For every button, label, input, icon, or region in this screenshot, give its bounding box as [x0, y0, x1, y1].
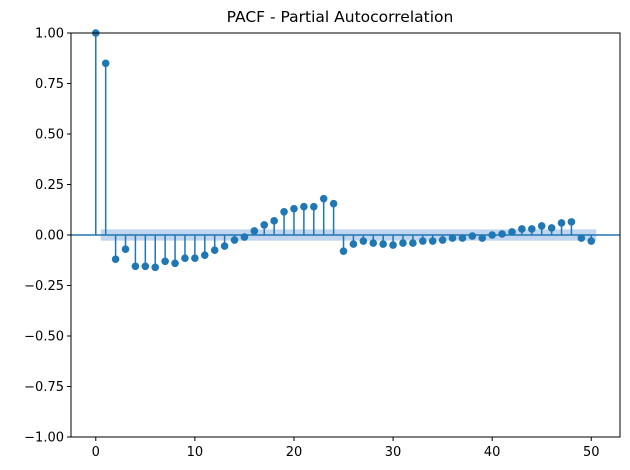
stem-marker: [250, 227, 259, 235]
stem-marker: [230, 236, 239, 244]
stem-marker: [101, 59, 110, 68]
stem-marker: [329, 199, 338, 208]
x-tick-label: 40: [484, 445, 501, 460]
stem-marker: [191, 254, 199, 263]
y-tick-label: 0.75: [35, 77, 64, 92]
stem-marker: [319, 194, 328, 203]
stem-marker: [409, 239, 417, 247]
x-axis: 0 10 20 30 40 50: [92, 437, 600, 460]
stem-marker: [537, 222, 546, 230]
stem-marker: [557, 219, 566, 227]
stem-marker: [458, 234, 467, 242]
stem-marker: [438, 236, 447, 244]
stem-marker: [448, 234, 457, 242]
y-axis: −1.00 −0.75 −0.50 −0.25 0.00 0.25 0.50 0.75 1.00: [24, 27, 71, 446]
y-tick-label: −0.50: [24, 330, 64, 345]
stem-marker: [151, 263, 160, 272]
stem-marker: [478, 234, 487, 242]
x-tick-label: 30: [385, 445, 402, 460]
y-tick-label: −1.00: [24, 431, 64, 446]
stem-marker: [121, 245, 130, 253]
stem-marker: [290, 204, 298, 213]
x-tick-label: 20: [286, 445, 303, 460]
stem-marker: [131, 262, 140, 271]
stem-marker: [468, 232, 477, 240]
x-tick-label: 50: [583, 445, 600, 460]
y-tick-label: 0.25: [35, 178, 64, 193]
stem-marker: [587, 237, 596, 245]
y-tick-label: 0.50: [35, 128, 64, 143]
stem-marker: [200, 251, 209, 259]
stem-marker: [220, 242, 229, 250]
stem-marker: [547, 224, 556, 232]
x-tick-label: 0: [92, 445, 100, 460]
stem-marker: [300, 202, 308, 211]
y-tick-label: −0.75: [24, 380, 64, 395]
stem-marker: [141, 262, 150, 271]
stem-marker: [399, 239, 407, 247]
stem-marker: [161, 257, 169, 266]
stem-marker: [309, 202, 318, 211]
x-tick-label: 10: [187, 445, 204, 460]
stem-marker: [359, 237, 368, 245]
stem-marker: [260, 221, 269, 229]
plot-frame: [70, 32, 621, 438]
stem-marker: [210, 246, 219, 254]
stem-marker: [171, 259, 179, 268]
y-tick-label: −0.25: [24, 279, 64, 294]
stem-marker: [339, 247, 348, 255]
stem-marker: [240, 233, 249, 241]
stem-marker: [389, 241, 397, 249]
y-tick-label: 1.00: [35, 27, 64, 42]
stem-marker: [280, 207, 288, 216]
stem-marker: [508, 228, 516, 236]
stem-marker: [567, 218, 576, 226]
stem-marker: [379, 240, 387, 248]
stem-marker: [498, 230, 506, 238]
stem-marker: [418, 237, 427, 245]
y-tick-label: 0.00: [35, 229, 64, 244]
stem-marker: [111, 255, 120, 264]
stem-layer: [91, 29, 596, 272]
stem-marker: [488, 231, 496, 239]
chart-title: PACF - Partial Autocorrelation: [227, 8, 454, 26]
stem-marker: [577, 234, 586, 242]
stem-marker: [349, 240, 358, 248]
stem-marker: [518, 225, 526, 233]
stem-marker: [428, 237, 437, 245]
stem-marker: [528, 225, 536, 233]
stem-marker: [181, 254, 189, 263]
stem-marker: [369, 239, 378, 247]
stem-marker: [270, 217, 278, 225]
